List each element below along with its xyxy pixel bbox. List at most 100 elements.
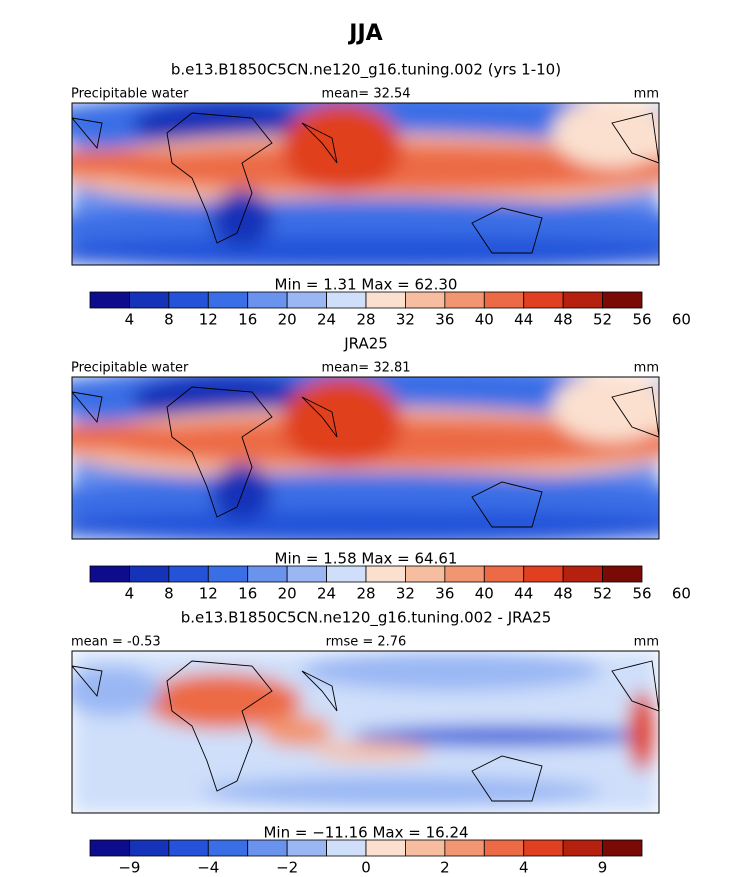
colorbar-box [602,565,643,583]
field-contour [72,149,202,177]
colorbar-box [326,291,367,309]
panel-right-label: mm [634,635,659,650]
coastline [471,481,543,528]
map-frame [71,376,660,540]
colorbar-box [89,565,130,583]
map [72,651,659,813]
field-contour [72,235,659,265]
colorbar-box [326,565,367,583]
figure-title: JJA [347,21,382,46]
colorbar-label: 24 [317,585,336,603]
colorbar-label: 8 [164,585,174,603]
colorbar-box [168,291,209,309]
colorbar-box [365,291,406,309]
field-contour [352,726,652,746]
colorbar-box [444,839,485,857]
panel-left-label: Precipitable water [71,87,189,102]
colorbar-label: 40 [475,585,494,603]
colorbar-box [602,291,643,309]
colorbar-label: 20 [278,311,297,329]
colorbar-label: 36 [435,585,454,603]
min-max-label: Min = 1.58 Max = 64.61 [275,550,458,568]
colorbar-box [207,565,249,583]
colorbar-label: 44 [514,311,533,329]
colorbar-box [483,565,525,583]
panel-right-label: mm [634,361,659,376]
coastline [166,112,273,244]
colorbar-box [483,291,525,309]
colorbar-box [562,291,603,309]
panel-center-label: rmse = 2.76 [326,635,407,650]
colorbar-box [286,291,327,309]
colorbar-label: 12 [199,311,218,329]
panel-title: b.e13.B1850C5CN.ne120_g16.tuning.002 (yr… [171,61,561,80]
colorbar-label: 12 [199,585,218,603]
colorbar-label: −2 [276,859,298,877]
field-contour [282,103,402,193]
colorbar-label: 48 [554,311,573,329]
panel-title: JRA25 [343,335,388,353]
colorbar-box [602,839,643,857]
colorbar-box [168,839,209,857]
colorbar-box [286,839,327,857]
colorbar-label: 28 [356,311,375,329]
colorbar-box [129,839,170,857]
field-contour [552,377,659,442]
field-contour [212,190,272,246]
map-frame [71,102,660,266]
colorbar-label: 4 [125,585,135,603]
map-field [72,651,659,813]
colorbar-label: 9 [598,859,608,877]
colorbar-box [365,839,406,857]
min-max-label: Min = −11.16 Max = 16.24 [263,824,468,842]
field-contour [142,673,302,729]
coastline [72,391,103,424]
colorbar-label: 60 [672,585,691,603]
coastline [72,665,103,698]
field-contour [302,651,602,691]
coastline [611,386,659,438]
coastline [471,755,543,802]
colorbar-label: 52 [593,585,612,603]
colorbar-box [523,839,564,857]
map-field [72,103,659,265]
coastline [72,117,103,150]
colorbar-label: 16 [238,311,257,329]
colorbar-label: 24 [317,311,336,329]
colorbar-box [405,839,446,857]
colorbar-label: 16 [238,585,257,603]
field-contour [552,103,659,168]
colorbar-label: 0 [361,859,371,877]
colorbar-box [562,565,603,583]
colorbar-box [286,565,327,583]
colorbar-label: −9 [118,859,140,877]
coastline [471,207,543,254]
colorbar-box [89,839,130,857]
coastline [611,112,659,164]
field-contour [262,715,332,747]
field-contour [628,691,656,771]
colorbar-box [405,291,446,309]
colorbar-box [129,565,170,583]
field-contour [72,666,162,716]
colorbar-box [405,565,446,583]
colorbar-box [168,565,209,583]
coastline [301,122,338,164]
colorbar-box [89,291,130,309]
colorbar-box [247,839,288,857]
colorbar-label: 48 [554,585,573,603]
panel-center-label: mean= 32.54 [321,87,410,102]
colorbar-box [207,291,249,309]
colorbar-label: 32 [396,311,415,329]
field-contour [312,741,432,761]
colorbar-box [523,565,564,583]
colorbar-box [247,291,288,309]
colorbar-label: 56 [632,585,651,603]
colorbar-box [444,565,485,583]
coastline [166,660,273,792]
field-contour [282,377,402,467]
colorbar-box [483,839,525,857]
coastline [301,670,338,712]
colorbar-box [247,565,288,583]
